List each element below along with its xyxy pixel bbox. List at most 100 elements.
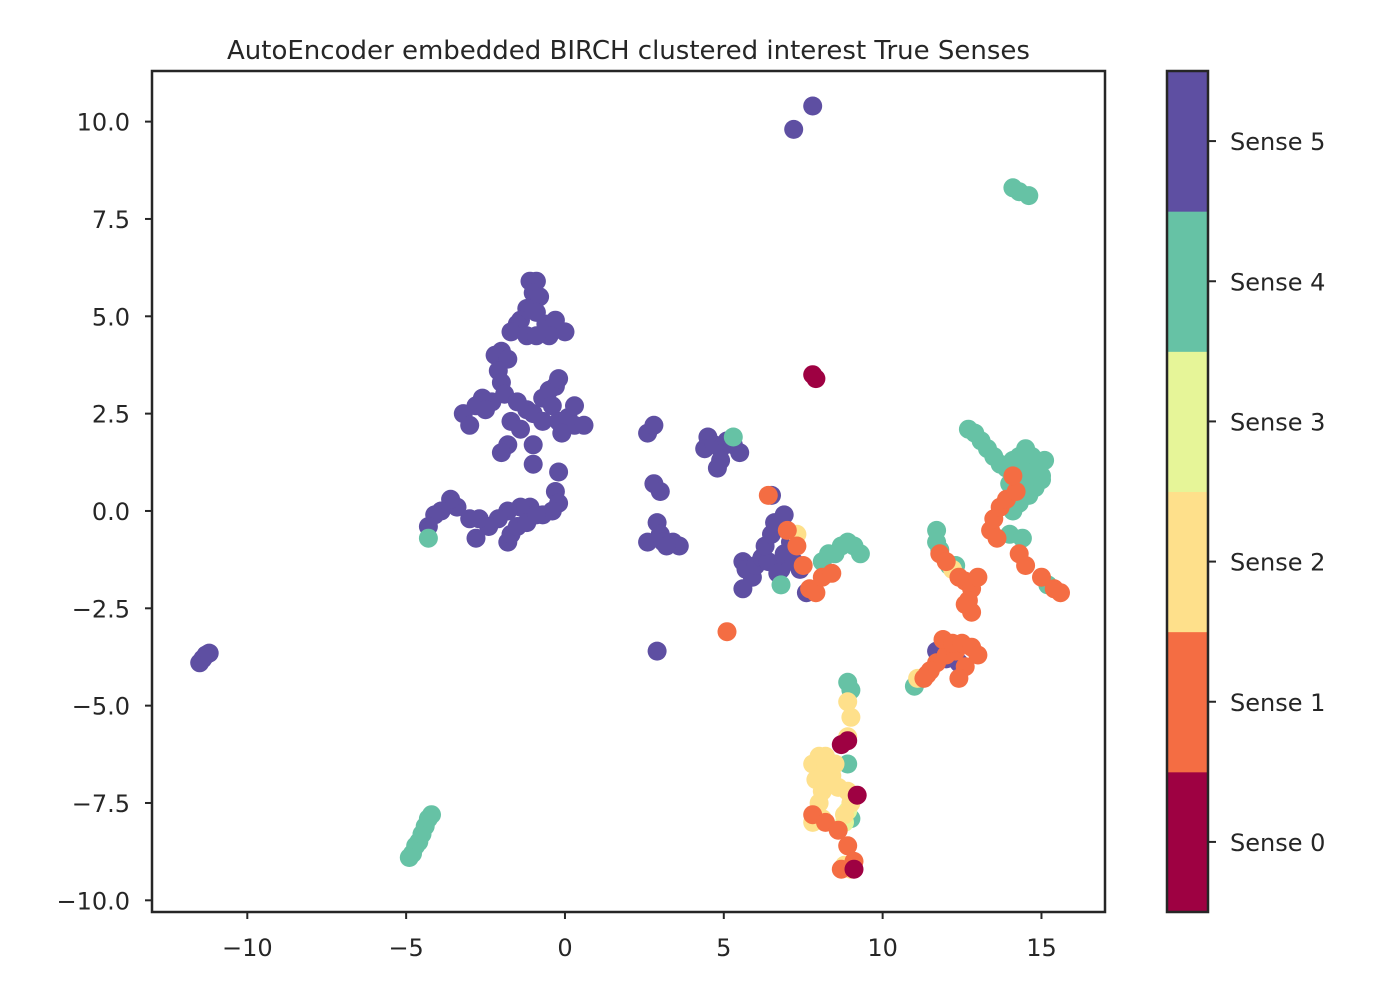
data-point-sense-5 [638, 532, 658, 552]
data-point-sense-5 [466, 528, 486, 548]
x-tick-label: −5 [388, 934, 423, 962]
data-point-sense-5 [460, 509, 480, 529]
data-point-sense-5 [501, 322, 521, 342]
x-tick-label: −10 [222, 934, 273, 962]
colorbar-label: Sense 5 [1230, 128, 1325, 156]
data-point-sense-4 [1019, 186, 1039, 206]
colorbar-label: Sense 3 [1230, 408, 1325, 436]
x-axis: −10 −5 0 5 10 15 [222, 912, 1057, 962]
data-point-sense-5 [530, 287, 550, 307]
data-point-sense-1 [828, 820, 848, 840]
x-tick-label: 0 [557, 934, 572, 962]
colorbar-segment-sense-5 [1167, 71, 1208, 212]
data-point-sense-5 [523, 454, 543, 474]
data-point-sense-0 [847, 785, 867, 805]
y-tick-label: −7.5 [72, 790, 130, 818]
data-point-sense-1 [968, 645, 988, 665]
data-point-sense-5 [707, 458, 727, 478]
data-point-sense-5 [552, 423, 572, 443]
data-point-sense-0 [831, 735, 851, 755]
colorbar-label: Sense 4 [1230, 268, 1325, 296]
x-tick-label: 5 [716, 934, 731, 962]
data-point-sense-1 [936, 552, 956, 572]
data-point-sense-1 [717, 622, 737, 642]
data-point-sense-5 [526, 505, 546, 525]
scatter-points [190, 96, 1070, 879]
colorbar-segment-sense-1 [1167, 631, 1208, 773]
data-point-sense-1 [777, 520, 797, 540]
data-point-sense-1 [949, 668, 969, 688]
colorbar-segment-sense-4 [1167, 211, 1208, 352]
data-point-sense-5 [730, 443, 750, 463]
y-tick-label: 0.0 [92, 498, 130, 526]
y-tick-label: −5.0 [72, 693, 130, 721]
data-point-sense-1 [968, 567, 988, 587]
data-point-sense-5 [526, 326, 546, 346]
y-tick-label: −10.0 [56, 887, 130, 915]
y-tick-label: −2.5 [72, 595, 130, 623]
data-point-sense-5 [784, 119, 804, 139]
y-tick-label: 10.0 [77, 109, 130, 137]
colorbar-legend: Sense 0 Sense 1 Sense 2 Sense 3 Sense 4 Sense… [1165, 69, 1325, 914]
data-point-sense-2 [816, 746, 835, 766]
x-tick-label: 15 [1026, 934, 1057, 962]
data-point-sense-5 [644, 415, 664, 435]
data-point-sense-1 [1003, 466, 1023, 486]
data-point-sense-1 [1006, 482, 1026, 501]
data-point-sense-5 [650, 482, 670, 501]
data-point-sense-1 [793, 556, 813, 575]
data-point-sense-5 [657, 536, 677, 556]
colorbar-segment-sense-0 [1167, 771, 1208, 913]
x-tick-label: 10 [867, 934, 898, 962]
data-point-sense-1 [987, 528, 1007, 548]
data-point-sense-1 [1032, 567, 1051, 587]
y-tick-label: 7.5 [92, 206, 130, 234]
data-point-sense-5 [511, 419, 530, 439]
data-point-sense-1 [787, 536, 807, 556]
colorbar-segment-sense-3 [1167, 351, 1208, 492]
data-point-sense-5 [803, 96, 823, 116]
data-point-sense-0 [844, 859, 864, 879]
data-point-sense-1 [758, 485, 778, 505]
data-point-sense-5 [555, 322, 575, 342]
data-point-sense-1 [822, 563, 842, 583]
data-point-sense-4 [850, 544, 870, 564]
data-point-sense-1 [955, 594, 975, 614]
data-point-sense-5 [774, 505, 794, 525]
data-point-sense-5 [533, 411, 553, 431]
colorbar-label: Sense 2 [1230, 549, 1325, 577]
data-point-sense-5 [574, 415, 594, 435]
data-point-sense-5 [199, 643, 219, 663]
data-point-sense-1 [806, 583, 826, 603]
y-tick-label: 2.5 [92, 401, 130, 429]
data-point-sense-5 [476, 400, 495, 420]
data-point-sense-4 [723, 427, 743, 447]
data-point-sense-5 [523, 435, 543, 455]
data-point-sense-5 [460, 415, 480, 435]
y-axis: −10.0 −7.5 −5.0 −2.5 0.0 2.5 5.0 7.5 10.0 [56, 109, 152, 915]
data-point-sense-5 [565, 396, 584, 416]
data-point-sense-4 [399, 848, 419, 867]
data-point-sense-4 [418, 528, 438, 548]
data-point-sense-1 [1051, 583, 1070, 603]
data-point-sense-5 [647, 641, 667, 661]
data-point-sense-4 [422, 805, 441, 825]
data-point-sense-5 [542, 396, 562, 416]
colorbar-segment-sense-2 [1167, 491, 1208, 633]
data-point-sense-5 [549, 369, 569, 389]
data-point-sense-5 [733, 579, 753, 599]
data-point-sense-1 [838, 836, 858, 856]
colorbar-label: Sense 1 [1230, 689, 1325, 717]
data-point-sense-2 [835, 805, 854, 825]
plot-area-frame [150, 69, 1107, 914]
data-point-sense-5 [491, 443, 511, 463]
chart-title: AutoEncoder embedded BIRCH clustered int… [227, 36, 1030, 66]
data-point-sense-2 [841, 707, 861, 727]
colorbar-label: Sense 0 [1230, 829, 1325, 857]
data-point-sense-1 [914, 668, 934, 688]
data-point-sense-5 [549, 462, 569, 482]
data-point-sense-1 [1016, 556, 1036, 575]
data-point-sense-2 [838, 692, 858, 712]
y-tick-label: 5.0 [92, 303, 130, 331]
